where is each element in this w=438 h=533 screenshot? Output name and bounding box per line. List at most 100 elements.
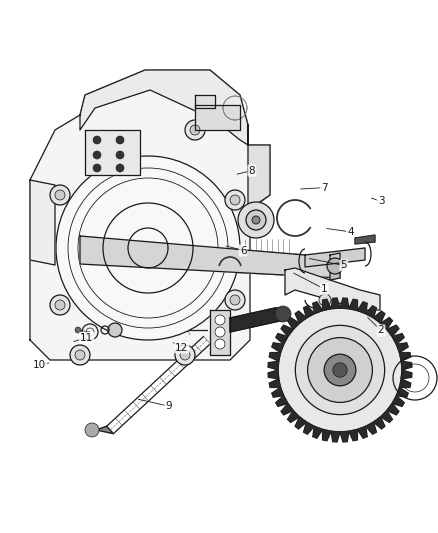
Polygon shape [366, 306, 376, 318]
Polygon shape [248, 125, 270, 210]
Text: 3: 3 [378, 197, 385, 206]
Polygon shape [374, 311, 385, 323]
Polygon shape [276, 395, 288, 406]
Text: 7: 7 [321, 183, 328, 192]
Circle shape [108, 323, 122, 337]
Polygon shape [313, 302, 322, 314]
Text: 10: 10 [33, 360, 46, 369]
Polygon shape [401, 361, 412, 370]
Polygon shape [272, 387, 284, 397]
Polygon shape [305, 248, 365, 267]
Circle shape [55, 300, 65, 310]
Polygon shape [80, 70, 248, 145]
Polygon shape [295, 311, 307, 323]
Circle shape [215, 339, 225, 349]
Polygon shape [230, 308, 285, 332]
Text: 1: 1 [321, 284, 328, 294]
Circle shape [278, 308, 402, 432]
Polygon shape [355, 235, 375, 244]
Polygon shape [80, 236, 340, 278]
Circle shape [116, 136, 124, 144]
Polygon shape [268, 361, 279, 370]
Circle shape [55, 190, 65, 200]
Circle shape [185, 120, 205, 140]
Polygon shape [30, 180, 55, 265]
Polygon shape [331, 431, 340, 442]
Polygon shape [349, 299, 357, 311]
Polygon shape [85, 130, 140, 175]
Polygon shape [322, 430, 331, 441]
Polygon shape [330, 253, 340, 280]
Polygon shape [195, 105, 240, 130]
Text: 6: 6 [240, 246, 247, 255]
Circle shape [180, 350, 190, 360]
Polygon shape [288, 410, 300, 423]
Polygon shape [374, 417, 385, 429]
Circle shape [75, 327, 81, 333]
Circle shape [93, 151, 101, 159]
Circle shape [215, 315, 225, 325]
Circle shape [252, 216, 260, 224]
Circle shape [190, 125, 200, 135]
Circle shape [319, 294, 331, 306]
Polygon shape [392, 334, 404, 344]
Text: 4: 4 [347, 227, 354, 237]
Circle shape [215, 327, 225, 337]
Circle shape [246, 210, 266, 230]
Text: 8: 8 [248, 166, 255, 175]
Polygon shape [276, 334, 288, 344]
Text: 12: 12 [175, 343, 188, 352]
Polygon shape [396, 343, 408, 352]
Circle shape [307, 337, 372, 402]
Polygon shape [95, 426, 113, 434]
Circle shape [175, 345, 195, 365]
Polygon shape [392, 395, 404, 406]
Circle shape [225, 290, 245, 310]
Circle shape [75, 350, 85, 360]
Circle shape [327, 258, 343, 274]
Circle shape [50, 185, 70, 205]
Polygon shape [210, 310, 230, 355]
Circle shape [324, 354, 356, 386]
Polygon shape [322, 299, 331, 311]
Circle shape [50, 295, 70, 315]
Polygon shape [357, 302, 367, 314]
Polygon shape [30, 70, 270, 360]
Polygon shape [349, 430, 357, 441]
Polygon shape [381, 318, 392, 329]
Polygon shape [401, 370, 412, 379]
Circle shape [116, 164, 124, 172]
Polygon shape [331, 298, 340, 309]
Circle shape [333, 363, 347, 377]
Text: 9: 9 [165, 401, 172, 411]
Circle shape [116, 151, 124, 159]
Circle shape [93, 136, 101, 144]
Text: 2: 2 [378, 326, 385, 335]
Polygon shape [269, 379, 281, 387]
Polygon shape [399, 379, 411, 387]
Polygon shape [387, 403, 399, 415]
Polygon shape [195, 95, 215, 108]
Polygon shape [304, 422, 314, 434]
Polygon shape [366, 422, 376, 434]
Circle shape [230, 195, 240, 205]
Circle shape [85, 423, 99, 437]
Circle shape [225, 190, 245, 210]
Circle shape [275, 306, 291, 322]
Text: 5: 5 [340, 261, 347, 270]
Polygon shape [340, 298, 349, 309]
Circle shape [238, 202, 274, 238]
Polygon shape [304, 306, 314, 318]
Polygon shape [281, 403, 293, 415]
Circle shape [230, 295, 240, 305]
Polygon shape [399, 352, 411, 361]
Circle shape [295, 325, 385, 415]
Polygon shape [357, 426, 367, 438]
Polygon shape [268, 370, 279, 379]
Polygon shape [313, 426, 322, 438]
Circle shape [56, 156, 240, 340]
Polygon shape [396, 387, 408, 397]
Polygon shape [281, 325, 293, 336]
Circle shape [93, 164, 101, 172]
Polygon shape [381, 410, 392, 423]
